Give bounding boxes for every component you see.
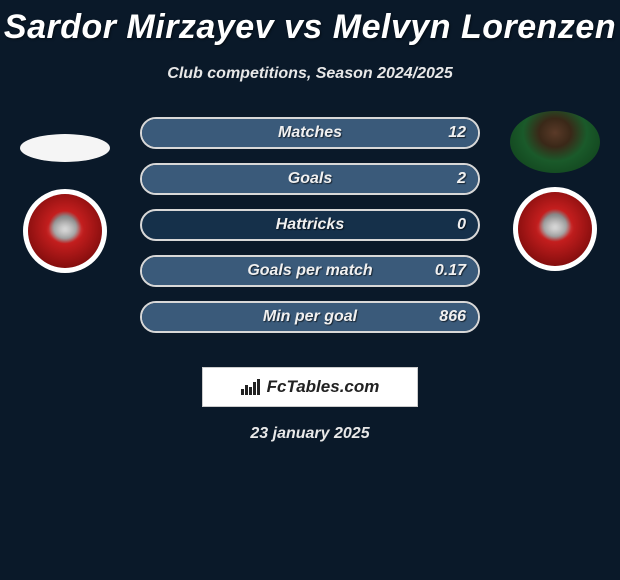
stat-bar-fill-right <box>142 257 478 285</box>
player-right-photo <box>510 111 600 173</box>
stat-bar-fill-right <box>142 303 478 331</box>
comparison-panel: 12Matches 2Goals 0Hattricks 0.17Goals per m… <box>0 111 620 351</box>
watermark: FcTables.com <box>202 367 418 407</box>
page-title: Sardor Mirzayev vs Melvyn Lorenzen <box>0 0 620 47</box>
stat-label: Hattricks <box>142 211 478 239</box>
player-right-club-badge <box>513 187 597 271</box>
stat-bar: 2Goals <box>140 163 480 195</box>
snapshot-date: 23 january 2025 <box>0 425 620 443</box>
bar-chart-icon <box>241 379 261 395</box>
stat-value-right: 0.17 <box>435 257 466 285</box>
stat-value-right: 866 <box>439 303 466 331</box>
stat-value-right: 2 <box>457 165 466 193</box>
stat-bar-fill-right <box>142 165 478 193</box>
subtitle: Club competitions, Season 2024/2025 <box>0 65 620 83</box>
player-left-photo <box>20 134 110 162</box>
stat-bar: 0Hattricks <box>140 209 480 241</box>
stat-bar: 0.17Goals per match <box>140 255 480 287</box>
stat-value-right: 0 <box>457 211 466 239</box>
stat-bar: 866Min per goal <box>140 301 480 333</box>
stat-bar: 12Matches <box>140 117 480 149</box>
player-left-column <box>10 111 120 273</box>
watermark-text: FcTables.com <box>267 377 380 397</box>
stat-value-right: 12 <box>448 119 466 147</box>
stat-bars: 12Matches 2Goals 0Hattricks 0.17Goals per m… <box>140 117 480 347</box>
player-right-column <box>500 111 610 271</box>
player-left-club-badge <box>23 189 107 273</box>
stat-bar-fill-right <box>142 119 478 147</box>
